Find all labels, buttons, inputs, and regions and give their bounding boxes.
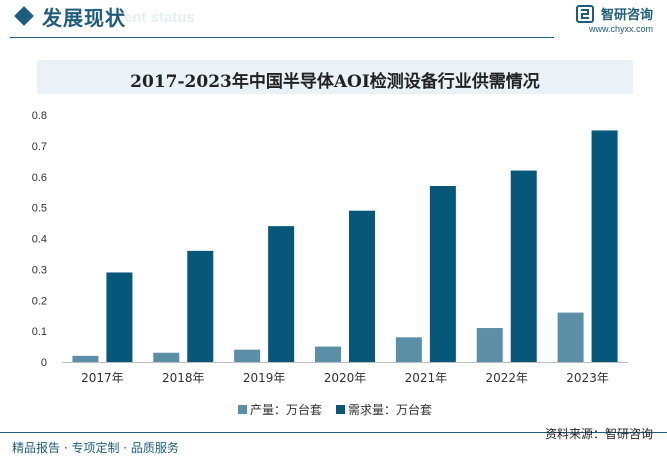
brand-url: www.chyxx.com	[588, 24, 653, 34]
y-tick-label: 0.6	[32, 172, 47, 184]
legend-swatch-demand	[336, 405, 346, 414]
y-tick-label: 0.4	[32, 234, 47, 246]
y-tick-label: 0.7	[32, 141, 47, 153]
brand: 智研咨询 www.chyxx.com	[575, 3, 653, 34]
y-tick-label: 0.2	[32, 295, 47, 307]
y-tick-label: 0	[41, 357, 47, 369]
output-bar	[153, 352, 180, 362]
output-bar	[395, 337, 422, 362]
brand-logo-icon	[575, 4, 594, 23]
chart-title: 2017-2023年中国半导体AOI检测设备行业供需情况	[130, 72, 540, 92]
output-bar	[315, 346, 341, 362]
demand-bar	[429, 186, 456, 362]
x-tick-label: 2022年	[485, 371, 528, 385]
section-header: 发展现状 ent status 智研咨询 www.chyxx.com	[0, 0, 667, 40]
y-tick-label: 0.1	[32, 326, 47, 338]
header-divider	[10, 37, 554, 38]
chart-title-box: 2017-2023年中国半导体AOI检测设备行业供需情况	[37, 60, 633, 94]
demand-bar	[510, 170, 537, 362]
output-bar	[557, 312, 584, 362]
output-bar	[476, 328, 503, 362]
section-title: 发展现状	[42, 6, 126, 30]
footer-source: 资料来源：智研咨询	[544, 427, 653, 441]
y-tick-label: 0.8	[32, 110, 47, 122]
demand-bar	[349, 210, 375, 362]
legend-label-demand: 需求量：万台套	[348, 402, 432, 417]
legend-swatch-output	[238, 405, 247, 414]
demand-bar	[187, 250, 214, 362]
x-tick-label: 2023年	[566, 371, 609, 385]
demand-bar	[106, 272, 133, 362]
output-bar	[72, 355, 99, 362]
y-tick-label: 0.3	[32, 264, 47, 276]
legend-label-output: 产量：万台套	[250, 402, 322, 417]
demand-bar	[591, 130, 618, 362]
x-tick-label: 2019年	[243, 371, 286, 385]
demand-bar	[268, 226, 295, 362]
x-tick-label: 2018年	[162, 371, 205, 385]
brand-name: 智研咨询	[600, 8, 653, 23]
x-tick-label: 2021年	[405, 371, 448, 385]
footer-tagline: 精品报告 · 专项定制 · 品质服务	[12, 441, 179, 455]
section-subtitle: ent status	[124, 9, 195, 26]
x-tick-label: 2020年	[324, 371, 367, 385]
output-bar	[234, 349, 261, 362]
footer-divider	[0, 432, 667, 433]
x-tick-label: 2017年	[81, 371, 124, 385]
y-tick-label: 0.5	[32, 203, 47, 215]
